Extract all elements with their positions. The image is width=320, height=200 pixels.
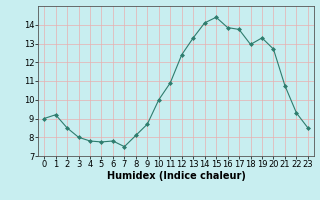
X-axis label: Humidex (Indice chaleur): Humidex (Indice chaleur) [107,171,245,181]
